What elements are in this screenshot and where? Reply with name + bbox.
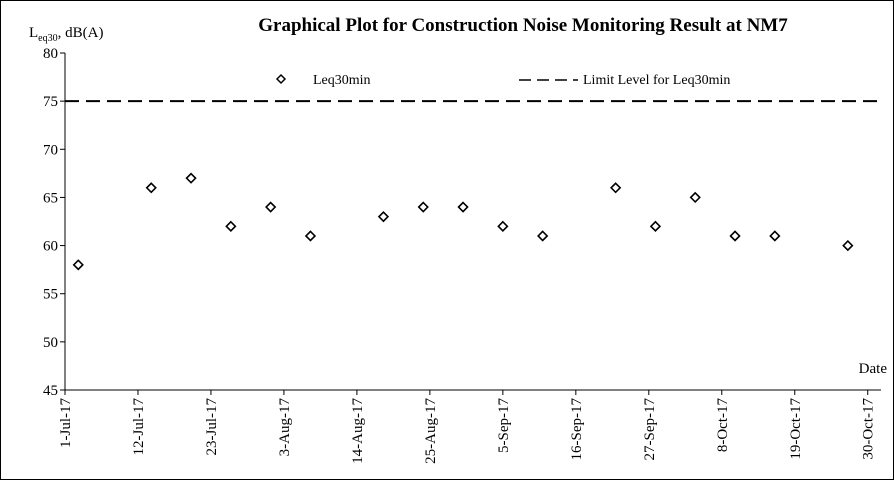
data-point-marker (610, 182, 622, 194)
x-axis-label: Date (859, 361, 888, 377)
data-point-marker (842, 239, 854, 252)
data-point-marker (769, 230, 781, 242)
y-tick-label: 65 (43, 190, 58, 206)
chart-title: Graphical Plot for Construction Noise Mo… (258, 15, 788, 36)
y-axis-label-main: L (29, 25, 38, 41)
x-tick-label: 3-Aug-17 (277, 398, 293, 457)
y-tick-label: 45 (43, 383, 58, 399)
legend-diamond-marker (275, 73, 287, 85)
data-point-marker (377, 211, 390, 223)
data-point-marker (497, 220, 509, 232)
x-tick-label: 16-Sep-17 (569, 398, 585, 461)
x-tick-label: 23-Jul-17 (204, 398, 220, 456)
legend: Leq30min Limit Level for Leq30min (275, 73, 730, 88)
legend-series-label: Leq30min (313, 73, 371, 88)
y-tick-label: 70 (43, 142, 58, 158)
data-point-marker (225, 220, 237, 232)
y-axis-label-rest: , dB(A) (58, 25, 104, 41)
x-tick-label: 25-Aug-17 (423, 398, 439, 464)
x-tick-label: 12-Jul-17 (131, 398, 147, 456)
y-ticks: 45 50 55 60 65 70 75 80 (43, 46, 65, 399)
y-tick-label: 75 (43, 94, 58, 110)
data-point-marker (689, 191, 701, 204)
data-point-marker (417, 201, 429, 213)
y-tick-label: 55 (43, 287, 58, 303)
x-tick-label: 27-Sep-17 (642, 398, 658, 461)
data-point-marker (729, 230, 741, 242)
x-tick-label: 14-Aug-17 (350, 398, 366, 464)
data-point-marker (304, 230, 317, 242)
y-axis-label-sub: eq30 (38, 33, 57, 44)
x-tick-label: 5-Sep-17 (496, 398, 512, 453)
data-point-marker (537, 230, 549, 242)
data-point-marker (457, 201, 469, 213)
data-point-marker (72, 259, 84, 271)
x-tick-label: 19-Oct-17 (788, 398, 804, 460)
y-tick-label: 60 (43, 239, 58, 255)
legend-limit-label: Limit Level for Leq30min (583, 73, 730, 88)
data-point-marker (649, 220, 662, 232)
x-tick-label: 1-Jul-17 (58, 398, 74, 448)
y-tick-label: 80 (43, 46, 58, 62)
y-axis-label: Leq30, dB(A) (29, 25, 103, 44)
x-tick-label: 8-Oct-17 (715, 398, 731, 453)
data-point-marker (185, 172, 197, 184)
x-tick-label: 30-Oct-17 (861, 398, 877, 460)
x-ticks: 1-Jul-17 12-Jul-17 23-Jul-17 3-Aug-17 14-Aug… (58, 390, 877, 464)
y-tick-label: 50 (43, 335, 58, 351)
data-points (72, 172, 854, 271)
data-point-marker (265, 201, 277, 213)
data-point-marker (145, 182, 157, 194)
